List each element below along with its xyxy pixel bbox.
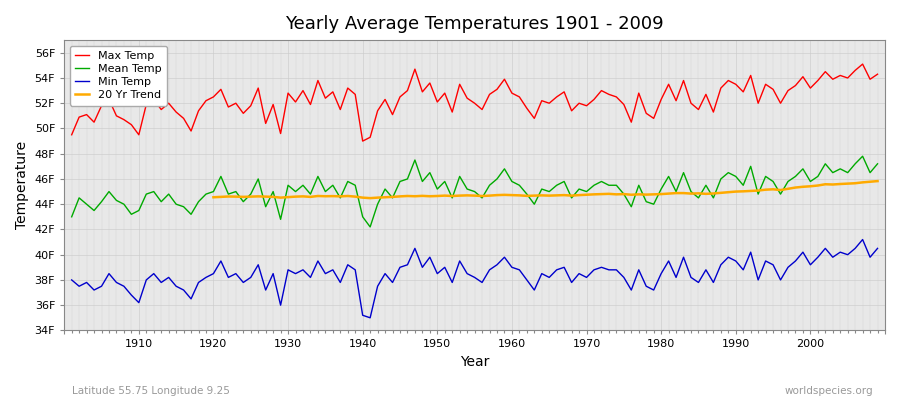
- Max Temp: [67, 132, 77, 137]
- 20 Yr Trend: [783, 186, 794, 191]
- Line: Max Temp: Max Temp: [72, 64, 878, 141]
- Min Temp: [67, 278, 77, 282]
- Mean Temp: [67, 214, 77, 219]
- Max Temp: [507, 91, 517, 96]
- Max Temp: [126, 122, 137, 127]
- Min Temp: [364, 315, 375, 320]
- Mean Temp: [872, 162, 883, 166]
- Mean Temp: [507, 179, 517, 184]
- Min Temp: [335, 280, 346, 285]
- Mean Temp: [604, 183, 615, 188]
- Min Temp: [514, 268, 525, 272]
- Legend: Max Temp, Mean Temp, Min Temp, 20 Yr Trend: Max Temp, Mean Temp, Min Temp, 20 Yr Tre…: [70, 46, 166, 106]
- X-axis label: Year: Year: [460, 355, 490, 369]
- Min Temp: [857, 237, 868, 242]
- Min Temp: [290, 271, 301, 276]
- Max Temp: [514, 94, 525, 99]
- Max Temp: [335, 107, 346, 112]
- Title: Yearly Average Temperatures 1901 - 2009: Yearly Average Temperatures 1901 - 2009: [285, 15, 664, 33]
- 20 Yr Trend: [417, 194, 428, 198]
- Text: Latitude 55.75 Longitude 9.25: Latitude 55.75 Longitude 9.25: [72, 386, 230, 396]
- 20 Yr Trend: [298, 194, 309, 199]
- Max Temp: [604, 92, 615, 97]
- Line: Mean Temp: Mean Temp: [72, 156, 878, 227]
- 20 Yr Trend: [768, 187, 778, 192]
- 20 Yr Trend: [364, 196, 375, 200]
- Mean Temp: [364, 224, 375, 229]
- Max Temp: [857, 62, 868, 66]
- Mean Temp: [126, 212, 137, 217]
- Max Temp: [357, 139, 368, 144]
- Max Temp: [290, 100, 301, 104]
- 20 Yr Trend: [872, 179, 883, 184]
- Mean Temp: [290, 189, 301, 194]
- Line: Min Temp: Min Temp: [72, 240, 878, 318]
- Mean Temp: [514, 183, 525, 188]
- Y-axis label: Temperature: Temperature: [15, 141, 29, 229]
- Mean Temp: [335, 196, 346, 200]
- 20 Yr Trend: [208, 195, 219, 200]
- Min Temp: [507, 265, 517, 270]
- Min Temp: [126, 293, 137, 298]
- Min Temp: [604, 268, 615, 272]
- Mean Temp: [857, 154, 868, 159]
- Max Temp: [872, 72, 883, 76]
- 20 Yr Trend: [850, 181, 860, 186]
- Text: worldspecies.org: worldspecies.org: [785, 386, 873, 396]
- Min Temp: [872, 246, 883, 251]
- Line: 20 Yr Trend: 20 Yr Trend: [213, 181, 878, 198]
- 20 Yr Trend: [678, 191, 688, 196]
